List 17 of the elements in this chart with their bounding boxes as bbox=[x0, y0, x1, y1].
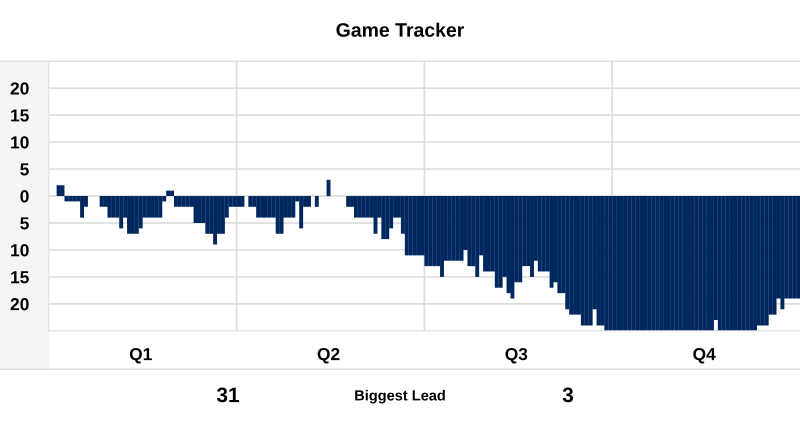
y-tick-label: 20 bbox=[10, 298, 29, 310]
x-tick-label: Q2 bbox=[318, 348, 340, 364]
text: Biggest Lead bbox=[355, 390, 445, 404]
x-tick-label: Q1 bbox=[130, 348, 152, 364]
y-tick-label: 15 bbox=[11, 109, 29, 122]
x-tick-label: Q3 bbox=[505, 348, 528, 364]
y-tick-label: 5 bbox=[20, 163, 29, 176]
y-tick-label: 20 bbox=[10, 82, 29, 95]
y-tick-label: 15 bbox=[11, 271, 29, 284]
y-tick-label: 10 bbox=[11, 244, 29, 256]
y-tick-label: 10 bbox=[11, 136, 29, 149]
text: 3 bbox=[562, 388, 574, 402]
chart-title: Game Tracker bbox=[336, 22, 464, 37]
x-tick-label: Q4 bbox=[693, 348, 716, 364]
y-tick-label: 5 bbox=[20, 217, 29, 230]
y-tick-label: 0 bbox=[20, 190, 29, 202]
text: 31 bbox=[216, 388, 240, 402]
